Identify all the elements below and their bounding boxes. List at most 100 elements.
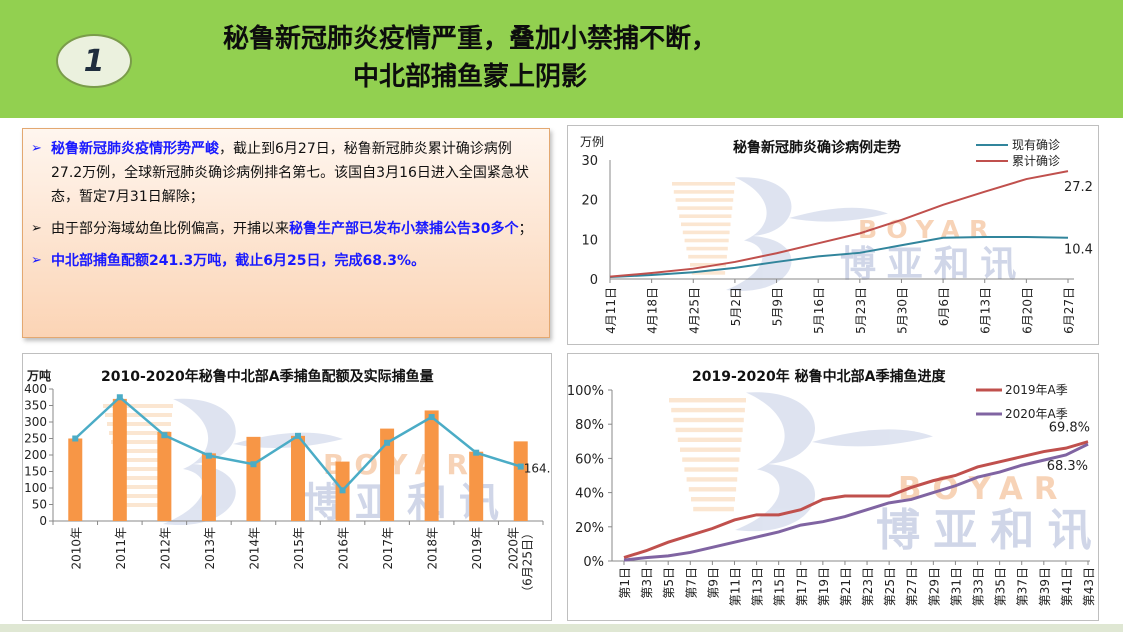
quota-chart-panel: BOYAR 博亚和讯 2010-2020年秘鲁中北部A季捕鱼配额及实际捕鱼量 万吨 0 5… <box>22 353 562 621</box>
watermark-stripe <box>682 230 730 235</box>
series-line-total <box>609 170 1069 278</box>
watermark-swoosh <box>163 398 236 526</box>
bullet-highlight: 秘鲁新冠肺炎疫情形势严峻 <box>51 141 219 157</box>
watermark-stripe <box>681 222 731 227</box>
x-tick-label: 第27日 <box>905 567 919 606</box>
y-axis-unit: 万吨 <box>26 368 51 383</box>
page-title-line1: 秘鲁新冠肺炎疫情严重，叠加小禁捕不断， <box>222 24 717 54</box>
watermark-stripe <box>691 271 726 275</box>
x-tick-label: 2018年 <box>426 527 440 570</box>
watermark-stripe <box>115 458 167 462</box>
catch-marker <box>384 439 391 446</box>
watermark-stripe <box>117 467 166 471</box>
watermark-stripe <box>111 440 169 444</box>
x-tick-label: 2019年 <box>470 527 484 570</box>
x-tick-label: 4月11日 <box>604 287 618 334</box>
bullet-arrow-icon: ➢ <box>31 253 42 268</box>
x-tick-label: 第25日 <box>883 567 897 606</box>
y-tick-label: 250 <box>24 432 47 446</box>
y-tick-label: 30 <box>581 154 598 169</box>
watermark-wing <box>812 429 933 447</box>
catch-marker <box>428 414 435 421</box>
y-tick-label: 10 <box>581 233 598 248</box>
watermark-stripe <box>686 246 728 251</box>
y-tick-label: 60% <box>575 452 604 467</box>
bar <box>291 435 305 521</box>
watermark-stripe <box>673 190 735 194</box>
y-tick-label: 100% <box>568 384 604 399</box>
x-tick-label: 2020年 <box>507 527 521 570</box>
quota-chart: BOYAR博亚和讯2010-2020年秘鲁中北部A季捕鱼配额及实际捕鱼量万吨05… <box>24 368 562 598</box>
x-tick-label: 6月13日 <box>979 287 993 334</box>
covid-chart-panel: BOYAR 博亚和讯 万例 秘鲁新冠肺炎确诊病例走势 0 10 20 30 4月11日 4月18日… <box>567 125 1099 345</box>
bullet-quota: ➢ 中北部捕鱼配额241.3万吨，截止6月25日，完成68.3%。 <box>31 249 539 273</box>
legend-label: 2019年A季 <box>1005 383 1068 397</box>
bar <box>424 410 439 521</box>
x-tick-label: 第17日 <box>795 567 809 606</box>
watermark-text-cn: 博亚和讯 <box>876 505 1098 556</box>
catch-marker <box>250 461 257 468</box>
y-tick-label: 80% <box>575 418 604 433</box>
chart-title: 秘鲁新冠肺炎确诊病例走势 <box>733 139 901 156</box>
bullet-covid: ➢ 秘鲁新冠肺炎疫情形势严峻，截止到6月27日，秘鲁新冠肺炎累计确诊病例27.2… <box>31 137 539 209</box>
x-tick-label: 第11日 <box>728 567 742 606</box>
y-tick-label: 150 <box>24 465 47 479</box>
x-tick-label: 5月23日 <box>854 287 868 334</box>
legend-label: 2020年A季 <box>1005 407 1068 421</box>
watermark-stripe <box>121 485 164 489</box>
x-tick-label: 第29日 <box>927 567 941 606</box>
watermark-stripe <box>123 494 163 498</box>
x-tick-label: 第15日 <box>773 567 787 606</box>
footer-strip <box>0 624 1123 632</box>
catch-marker <box>473 449 480 456</box>
y-tick-label: 400 <box>24 382 47 396</box>
watermark-logo <box>103 398 343 526</box>
watermark-swoosh <box>726 177 792 291</box>
y-tick-label: 200 <box>24 448 47 462</box>
y-tick-label: 50 <box>32 498 47 512</box>
x-tick-label: 2015年 <box>292 527 306 570</box>
series-line-2019 <box>623 440 1089 560</box>
y-tick-label: 0% <box>583 555 604 570</box>
watermark-stripe <box>673 417 744 423</box>
y-tick-label: 350 <box>24 399 47 413</box>
end-value-label: 10.4 <box>1064 243 1093 258</box>
y-tick-label: 40% <box>575 487 604 502</box>
x-tick-label: 第19日 <box>817 567 831 606</box>
section-number-badge: 1 <box>56 34 132 88</box>
watermark-stripe <box>675 427 743 433</box>
x-tick-label: 第33日 <box>972 567 986 606</box>
x-tick-label: 第9日 <box>706 567 720 599</box>
x-tick-label: 第43日 <box>1082 567 1096 606</box>
catch-marker <box>72 435 79 442</box>
watermark-stripe <box>688 487 737 492</box>
watermark-logo <box>669 392 933 532</box>
bullet-text: ，截止到6月27日，秘鲁新冠肺炎累计确诊病例27.2万例，全球新冠肺炎确诊病例排… <box>51 141 529 205</box>
watermark-stripe <box>688 254 727 259</box>
x-tick-label: 2011年 <box>114 527 128 570</box>
bullet-text: ； <box>518 221 533 237</box>
x-tick-label: 第13日 <box>751 567 765 606</box>
x-tick-label: 4月25日 <box>687 287 701 334</box>
watermark-wing <box>233 432 343 448</box>
x-tick-label-sub: （6月25日） <box>521 527 535 598</box>
watermark-stripe <box>682 457 740 462</box>
chart-title: 2019-2020年 秘鲁中北部A季捕鱼进度 <box>692 368 946 385</box>
watermark-stripe <box>672 182 735 186</box>
watermark-stripe <box>113 449 168 453</box>
watermark-stripe <box>680 447 741 452</box>
watermark-stripe <box>125 503 162 507</box>
y-tick-label: 0 <box>39 514 47 528</box>
x-tick-label: 6月6日 <box>937 287 951 326</box>
x-tick-label: 第5日 <box>662 567 676 599</box>
bar <box>68 438 83 521</box>
x-tick-label: 2016年 <box>337 527 351 570</box>
x-tick-label: 2017年 <box>381 527 395 570</box>
x-tick-label: 2010年 <box>69 527 83 570</box>
x-tick-label: 5月16日 <box>812 287 826 334</box>
bullet-ban: ➢ 由于部分海域幼鱼比例偏高，开捕以来秘鲁生产部已发布小禁捕公告30多个； <box>31 217 539 241</box>
watermark-stripe <box>677 206 733 210</box>
y-tick-label: 0 <box>590 273 598 288</box>
catch-marker <box>295 432 301 439</box>
